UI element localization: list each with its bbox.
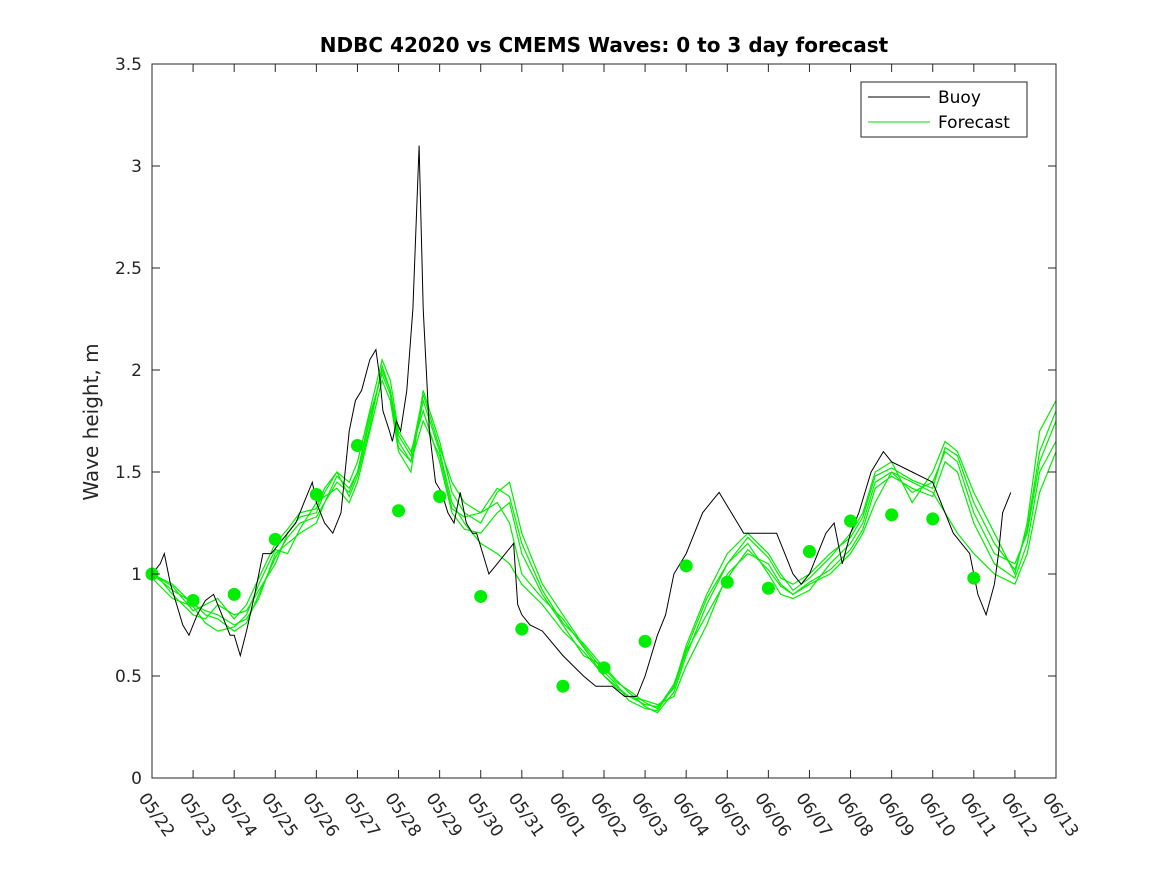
legend: Buoy Forecast (860, 81, 1028, 138)
y-tick-label: 0.5 (115, 667, 142, 687)
y-tick-label: 3 (131, 157, 142, 177)
forecast-marker (802, 545, 816, 559)
forecast-marker (967, 571, 981, 585)
y-tick-label: 3.5 (115, 55, 142, 75)
forecast-marker (227, 587, 241, 601)
forecast-marker (309, 487, 323, 501)
y-tick-label: 0 (131, 769, 142, 789)
forecast-marker (556, 679, 570, 693)
forecast-series-line (151, 357, 1057, 714)
buoy-series-line (151, 145, 1012, 697)
forecast-series-line (151, 372, 1057, 708)
forecast-marker (268, 532, 282, 546)
forecast-marker (679, 559, 693, 573)
forecast-marker (638, 634, 652, 648)
forecast-marker (720, 575, 734, 589)
legend-forecast-label: Forecast (938, 113, 1010, 133)
forecast-marker (926, 512, 940, 526)
plot-area (145, 145, 1057, 714)
forecast-marker (515, 622, 529, 636)
y-tick-label: 2.5 (115, 259, 142, 279)
forecast-marker (474, 589, 488, 603)
forecast-marker (885, 508, 899, 522)
chart-title: NDBC 42020 vs CMEMS Waves: 0 to 3 day fo… (320, 33, 889, 57)
forecast-marker (844, 514, 858, 528)
legend-buoy-label: Buoy (938, 88, 981, 108)
forecast-marker (392, 504, 406, 518)
y-tick-label: 2 (131, 361, 142, 381)
y-axis-label: Wave height, m (79, 343, 103, 500)
forecast-marker (186, 594, 200, 608)
forecast-marker (350, 438, 364, 452)
forecast-marker (433, 489, 447, 503)
legend-box (860, 81, 1028, 138)
y-tick-label: 1 (131, 565, 142, 585)
y-tick-label: 1.5 (115, 463, 142, 483)
forecast-marker (761, 581, 775, 595)
forecast-marker (597, 661, 611, 675)
